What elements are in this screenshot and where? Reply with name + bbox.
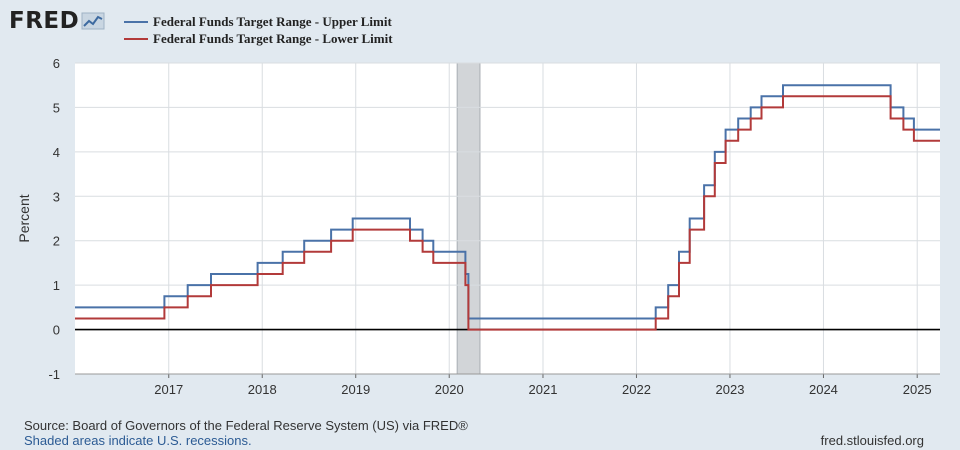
- y-tick-label-0: 0: [53, 323, 60, 338]
- x-tick-label-2024: 2024: [809, 382, 838, 397]
- x-tick-label-2021: 2021: [529, 382, 558, 397]
- legend: Federal Funds Target Range - Upper Limit…: [124, 13, 393, 47]
- x-tick-label-2025: 2025: [903, 382, 932, 397]
- chart-trend-icon: [81, 12, 105, 30]
- recession-note: Shaded areas indicate U.S. recessions.: [24, 433, 252, 448]
- y-tick-label-6: 6: [53, 56, 60, 71]
- x-tick-label-2020: 2020: [435, 382, 464, 397]
- legend-label-upper: Federal Funds Target Range - Upper Limit: [153, 13, 392, 29]
- legend-swatch-upper: [124, 20, 148, 23]
- fred-logo[interactable]: FRED: [9, 8, 105, 34]
- y-tick-label-2: 2: [53, 234, 60, 249]
- y-tick-label-1: 1: [53, 278, 60, 293]
- y-axis-label: Percent: [16, 194, 32, 242]
- series-line-lower: [75, 95, 940, 331]
- legend-swatch-lower: [124, 37, 148, 40]
- x-tick-label-2022: 2022: [622, 382, 651, 397]
- x-tick-label-2019: 2019: [341, 382, 370, 397]
- source-note: Source: Board of Governors of the Federa…: [24, 418, 468, 433]
- footer-notes: Source: Board of Governors of the Federa…: [24, 418, 468, 448]
- y-tick-label-3: 3: [53, 189, 60, 204]
- y-tick-label-4: 4: [53, 145, 60, 160]
- series-line-upper: [75, 84, 940, 320]
- logo-text: FRED: [9, 8, 80, 34]
- legend-item-upper: Federal Funds Target Range - Upper Limit: [124, 13, 393, 30]
- legend-label-lower: Federal Funds Target Range - Lower Limit: [153, 30, 393, 46]
- y-tick-label-5: 5: [53, 100, 60, 115]
- legend-item-lower: Federal Funds Target Range - Lower Limit: [124, 30, 393, 47]
- plot-area: [75, 63, 940, 374]
- x-tick-label-2017: 2017: [154, 382, 183, 397]
- line-chart: -1 0 1 2 3 4 5 6 2017 2018 2019 2020 2021 2022 2023 202…: [16, 56, 940, 397]
- x-tick-label-2023: 2023: [716, 382, 745, 397]
- x-tick-label-2018: 2018: [248, 382, 277, 397]
- site-url[interactable]: fred.stlouisfed.org: [820, 433, 924, 448]
- y-tick-label--1: -1: [48, 367, 60, 382]
